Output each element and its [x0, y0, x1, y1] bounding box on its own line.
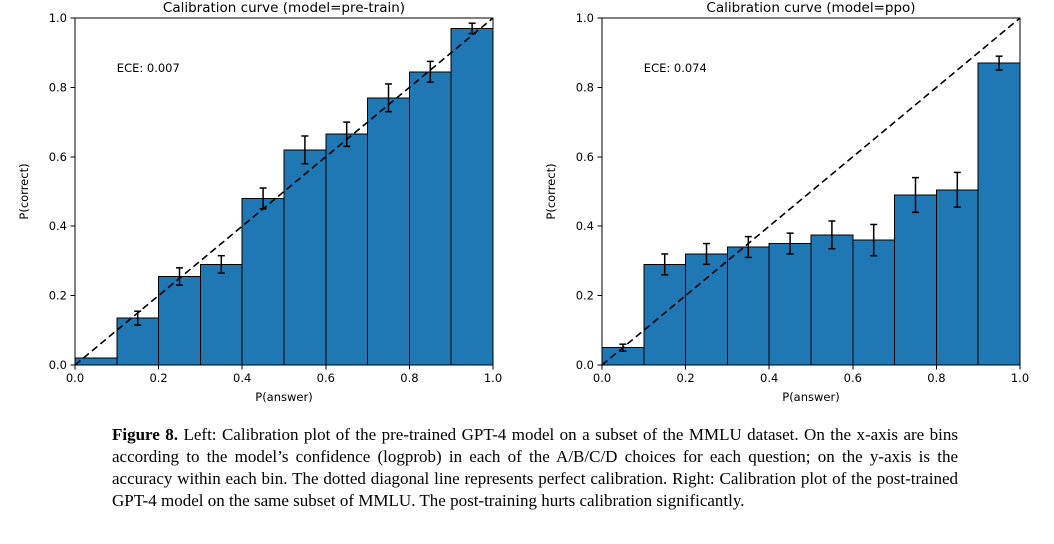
- y-tick-label: 0.0: [49, 358, 67, 372]
- perfect-calibration-line: [601, 17, 1021, 366]
- x-tick-label: 0.8: [400, 371, 418, 385]
- ece-annotation: ECE: 0.007: [117, 61, 180, 75]
- x-tick-label: 0.2: [676, 371, 694, 385]
- y-tick-label: 0.4: [576, 219, 594, 233]
- histogram-bar: [158, 276, 201, 366]
- x-tick-label: 0.2: [149, 371, 167, 385]
- y-tick-label: 0.6: [576, 150, 594, 164]
- x-tick-label: 0.8: [927, 371, 945, 385]
- histogram-bar: [408, 71, 452, 366]
- y-tick-label: 0.8: [576, 80, 594, 94]
- histogram-bar: [935, 189, 979, 366]
- figure-caption-label: Figure 8.: [112, 425, 179, 444]
- x-tick-label: 1.0: [484, 371, 502, 385]
- x-axis-label: P(answer): [255, 390, 312, 404]
- x-tick-label: 0.0: [593, 371, 611, 385]
- histogram-bar: [325, 133, 369, 366]
- figure-caption-text: Left: Calibration plot of the pre-traine…: [112, 425, 958, 511]
- histogram-bar: [74, 357, 118, 366]
- figure-caption: Figure 8. Left: Calibration plot of the …: [112, 424, 958, 512]
- x-tick-label: 0.4: [233, 371, 251, 385]
- x-tick-label: 1.0: [1011, 371, 1029, 385]
- y-tick-label: 0.2: [49, 289, 67, 303]
- plot-border: [74, 17, 494, 366]
- ece-annotation: ECE: 0.074: [644, 61, 707, 75]
- histogram-bar: [685, 253, 728, 366]
- histogram-bar: [810, 234, 854, 366]
- x-tick-label: 0.4: [760, 371, 778, 385]
- histogram-bar: [283, 149, 327, 366]
- y-tick-label: 0.2: [576, 289, 594, 303]
- histogram-bar: [852, 239, 896, 366]
- calibration-chart-ppo: 0.0 0.2 0.4 0.6 0.8 1.0 0.0 0.2 0.4 0.6 0.8 1.0 Cali…: [544, 0, 1029, 404]
- histogram-bar: [367, 97, 410, 366]
- histogram-bar: [450, 27, 494, 366]
- perfect-calibration-line: [74, 17, 494, 366]
- histogram-bar: [894, 194, 937, 366]
- y-tick-label: 0.6: [49, 150, 67, 164]
- chart-title: Calibration curve (model=ppo): [706, 0, 915, 16]
- chart-title: Calibration curve (model=pre-train): [163, 0, 405, 16]
- y-tick-label: 0.0: [576, 358, 594, 372]
- y-axis-label: P(correct): [544, 163, 558, 219]
- x-tick-label: 0.0: [66, 371, 84, 385]
- y-tick-label: 1.0: [49, 11, 67, 25]
- histogram-bar: [768, 243, 812, 366]
- histogram-bar: [643, 263, 687, 366]
- y-tick-label: 0.8: [49, 80, 67, 94]
- charts-row: 0.0 0.2 0.4 0.6 0.8 1.0 0.0 0.2 0.4 0.6 0.8 1.0 Cali…: [17, 0, 1029, 404]
- calibration-chart-pretrain: 0.0 0.2 0.4 0.6 0.8 1.0 0.0 0.2 0.4 0.6 0.8 1.0 Cali…: [17, 0, 502, 404]
- x-axis-label: P(answer): [782, 390, 839, 404]
- y-axis-label: P(correct): [17, 163, 31, 219]
- x-tick-label: 0.6: [317, 371, 335, 385]
- x-tick-label: 0.6: [844, 371, 862, 385]
- histogram-bar: [726, 246, 770, 366]
- histogram-bar: [241, 197, 285, 366]
- histogram-bar: [116, 317, 160, 366]
- y-tick-label: 0.4: [49, 219, 67, 233]
- histogram-bar: [977, 62, 1021, 366]
- plot-border: [601, 17, 1021, 366]
- histogram-bar: [199, 263, 243, 366]
- y-tick-label: 1.0: [576, 11, 594, 25]
